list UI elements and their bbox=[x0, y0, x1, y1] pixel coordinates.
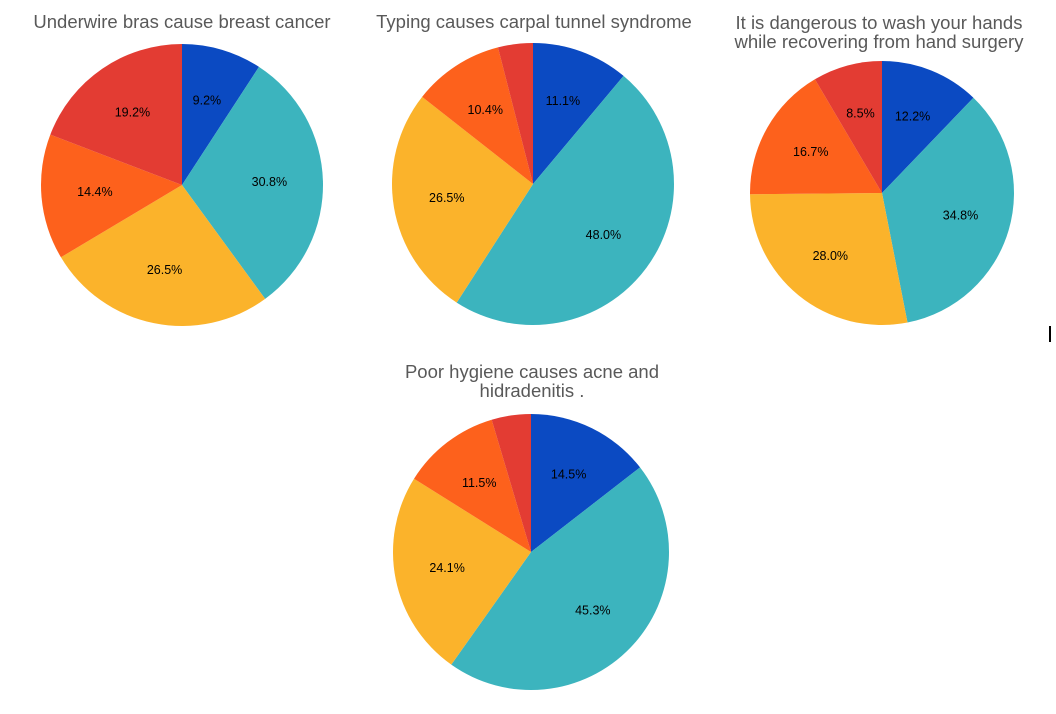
slice-label: 12.2% bbox=[895, 109, 930, 123]
text-cursor-icon bbox=[1049, 326, 1051, 342]
pie-slice bbox=[60, 185, 266, 326]
pie-chart-underwire: Underwire bras cause breast cancer 9.2% 3… bbox=[0, 0, 364, 340]
pie-slice bbox=[533, 43, 624, 184]
slice-label: 19.2% bbox=[115, 105, 150, 119]
slice-label: 11.5% bbox=[462, 476, 497, 490]
pie-slice bbox=[414, 419, 531, 552]
pie-slice bbox=[182, 66, 323, 299]
pie-chart-hygiene: Poor hygiene causes acne and hidradeniti… bbox=[350, 352, 714, 714]
pie-slice bbox=[814, 61, 882, 193]
pie-slice bbox=[531, 414, 641, 552]
slice-label: 28.0% bbox=[813, 249, 848, 263]
slice-label: 34.8% bbox=[943, 208, 978, 222]
pie-svg: 14.5% 45.3% 24.1% 11.5% bbox=[393, 414, 669, 690]
pie-svg: 9.2% 30.8% 26.5% 14.4% 19.2% bbox=[40, 44, 323, 326]
chart-title: Poor hygiene causes acne and hidradeniti… bbox=[404, 361, 660, 401]
pie-slice bbox=[750, 79, 882, 195]
slice-label: 14.5% bbox=[551, 467, 586, 481]
pie-slice bbox=[50, 44, 182, 185]
pie-slice bbox=[392, 96, 533, 303]
slice-label: 16.7% bbox=[793, 145, 828, 159]
slice-label: 11.1% bbox=[546, 94, 581, 108]
pie-slice bbox=[456, 75, 674, 325]
pie-slice bbox=[882, 97, 1015, 323]
pie-chart-typing: Typing causes carpal tunnel syndrome 11.… bbox=[352, 0, 716, 340]
pie-svg: 11.1% 48.0% 26.5% 10.4% bbox=[392, 43, 674, 325]
pie-slice bbox=[497, 43, 533, 184]
slice-label: 9.2% bbox=[193, 93, 222, 107]
pie-slice bbox=[40, 134, 182, 258]
chart-title: It is dangerous to wash your hands while… bbox=[734, 12, 1024, 52]
pie-slice bbox=[451, 467, 669, 690]
pie-slice bbox=[882, 61, 974, 193]
chart-title: Underwire bras cause breast cancer bbox=[33, 11, 331, 32]
pie-chart-handwashing: It is dangerous to wash your hands while… bbox=[702, 0, 1056, 340]
slice-label: 26.5% bbox=[147, 263, 182, 277]
slice-label: 24.1% bbox=[429, 561, 464, 575]
slice-label: 26.5% bbox=[429, 191, 464, 205]
pie-slice bbox=[182, 44, 259, 185]
pie-slice bbox=[491, 414, 531, 552]
chart-title: Typing causes carpal tunnel syndrome bbox=[376, 11, 692, 32]
pie-slice bbox=[393, 478, 531, 665]
slice-label: 10.4% bbox=[468, 103, 503, 117]
slice-label: 8.5% bbox=[846, 106, 875, 120]
pie-slice bbox=[422, 47, 533, 184]
slice-label: 45.3% bbox=[575, 603, 610, 617]
slice-label: 14.4% bbox=[77, 185, 112, 199]
slice-label: 30.8% bbox=[252, 175, 287, 189]
slice-label: 48.0% bbox=[586, 228, 621, 242]
pie-slice bbox=[750, 193, 908, 326]
pie-svg: 12.2% 34.8% 28.0% 16.7% 8.5% bbox=[750, 61, 1015, 326]
